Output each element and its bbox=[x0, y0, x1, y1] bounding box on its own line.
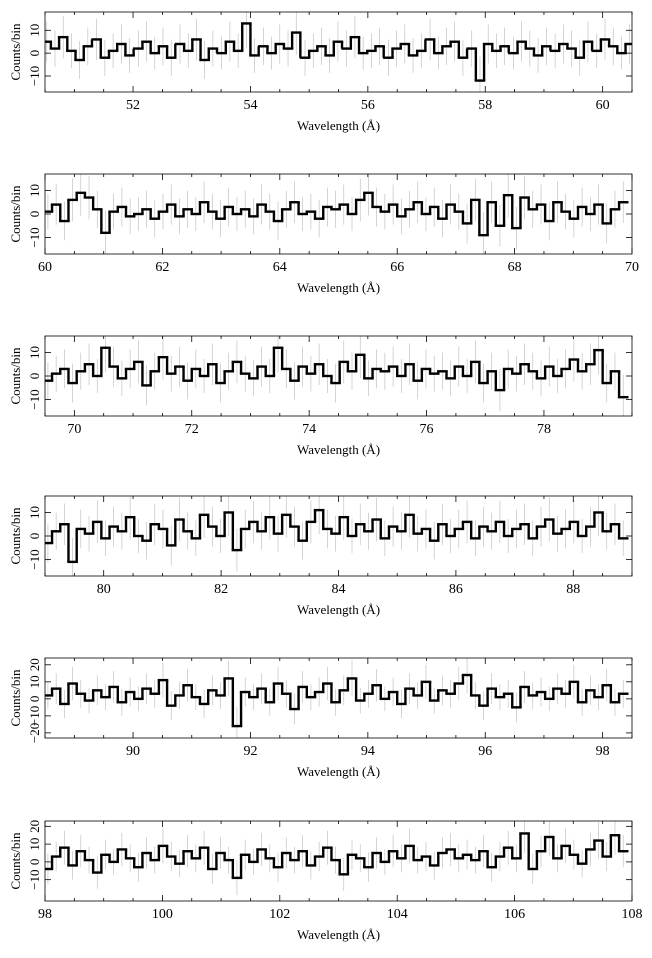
x-tick-label: 80 bbox=[97, 582, 111, 597]
y-tick-label: 0 bbox=[27, 533, 42, 540]
x-axis-label: Wavelength (Å) bbox=[297, 280, 380, 295]
y-tick-label: −10 bbox=[27, 66, 42, 86]
y-tick-label: 0 bbox=[27, 696, 42, 703]
y-tick-label: 20 bbox=[27, 820, 42, 833]
y-tick-label: 20 bbox=[27, 658, 42, 671]
x-axis-label: Wavelength (Å) bbox=[297, 118, 380, 133]
x-tick-label: 98 bbox=[596, 744, 610, 759]
x-tick-label: 84 bbox=[332, 582, 346, 597]
x-axis-label: Wavelength (Å) bbox=[297, 442, 380, 457]
x-tick-label: 60 bbox=[38, 260, 52, 275]
x-tick-label: 64 bbox=[273, 260, 287, 275]
x-axis-label: Wavelength (Å) bbox=[297, 764, 380, 779]
y-tick-label: 0 bbox=[27, 211, 42, 218]
x-tick-label: 106 bbox=[504, 907, 525, 922]
x-tick-label: 72 bbox=[185, 422, 199, 437]
y-axis-label: Counts/bin bbox=[8, 23, 23, 81]
x-tick-label: 92 bbox=[243, 744, 257, 759]
panel-4: 80 82 84 86 88 −10 0 10 Wavelength (Å) Counts/bin bbox=[8, 495, 633, 617]
x-axis-label: Wavelength (Å) bbox=[297, 927, 380, 942]
y-axis-label: Counts/bin bbox=[8, 507, 23, 565]
panel-6-data bbox=[45, 821, 629, 896]
panel-3-data bbox=[45, 336, 629, 416]
x-tick-label: 108 bbox=[622, 907, 643, 922]
x-tick-label: 90 bbox=[126, 744, 140, 759]
panel-5: 90 92 94 96 98 −20−10 0 10 20 Wavelength (Å) Count… bbox=[8, 657, 633, 779]
x-tick-label: 104 bbox=[387, 907, 408, 922]
x-tick-label: 100 bbox=[152, 907, 173, 922]
y-tick-label: 0 bbox=[27, 859, 42, 866]
y-axis-label: Counts/bin bbox=[8, 669, 23, 727]
x-axis-label: Wavelength (Å) bbox=[297, 602, 380, 617]
x-tick-label: 82 bbox=[214, 582, 228, 597]
panel-1: 52 54 56 58 60 −10 0 10 Wavelength (Å) Counts/bin bbox=[8, 11, 633, 133]
x-tick-label: 60 bbox=[596, 98, 610, 113]
x-tick-label: 58 bbox=[478, 98, 492, 113]
y-tick-label: 10 bbox=[27, 675, 42, 688]
y-tick-label: −20 bbox=[27, 723, 42, 743]
x-tick-label: 52 bbox=[126, 98, 140, 113]
y-axis-label: Counts/bin bbox=[8, 185, 23, 243]
x-tick-label: 70 bbox=[67, 422, 81, 437]
x-tick-label: 54 bbox=[243, 98, 257, 113]
x-tick-label: 76 bbox=[420, 422, 434, 437]
x-tick-label: 70 bbox=[625, 260, 639, 275]
panel-1-data bbox=[45, 12, 632, 92]
x-tick-label: 96 bbox=[478, 744, 492, 759]
y-tick-label: 0 bbox=[27, 50, 42, 57]
y-tick-label: 0 bbox=[27, 373, 42, 380]
x-tick-label: 78 bbox=[537, 422, 551, 437]
x-tick-label: 94 bbox=[361, 744, 375, 759]
x-tick-label: 102 bbox=[269, 907, 290, 922]
y-tick-label: −10 bbox=[27, 869, 42, 889]
y-tick-label: 10 bbox=[27, 184, 42, 197]
y-tick-label: 10 bbox=[27, 506, 42, 519]
x-tick-label: 62 bbox=[155, 260, 169, 275]
y-tick-label: −10 bbox=[27, 706, 42, 726]
y-tick-label: −10 bbox=[27, 227, 42, 247]
y-tick-label: 10 bbox=[27, 24, 42, 37]
y-axis-label: Counts/bin bbox=[8, 347, 23, 405]
x-tick-label: 66 bbox=[390, 260, 404, 275]
x-tick-label: 86 bbox=[449, 582, 463, 597]
y-tick-label: −10 bbox=[27, 389, 42, 409]
y-axis-label: Counts/bin bbox=[8, 832, 23, 890]
y-tick-label: 10 bbox=[27, 838, 42, 851]
y-tick-label: 10 bbox=[27, 346, 42, 359]
panel-3: 70 72 74 76 78 −10 0 10 Wavelength (Å) Counts/bin bbox=[8, 335, 633, 457]
panel-2: 60 62 64 66 68 70 −10 0 10 Wavelength (Å) Counts/b… bbox=[8, 173, 639, 295]
y-tick-label: −10 bbox=[27, 549, 42, 569]
x-tick-label: 68 bbox=[508, 260, 522, 275]
x-tick-label: 98 bbox=[38, 907, 52, 922]
panel-2-data bbox=[45, 174, 629, 254]
panel-6: 98 100 102 104 106 108 −10 0 10 20 Wavelength (Å) C… bbox=[8, 820, 643, 942]
x-tick-label: 88 bbox=[566, 582, 580, 597]
panel-5-data bbox=[45, 658, 629, 738]
panel-4-data bbox=[45, 496, 629, 576]
x-tick-label: 56 bbox=[361, 98, 375, 113]
x-tick-label: 74 bbox=[302, 422, 316, 437]
